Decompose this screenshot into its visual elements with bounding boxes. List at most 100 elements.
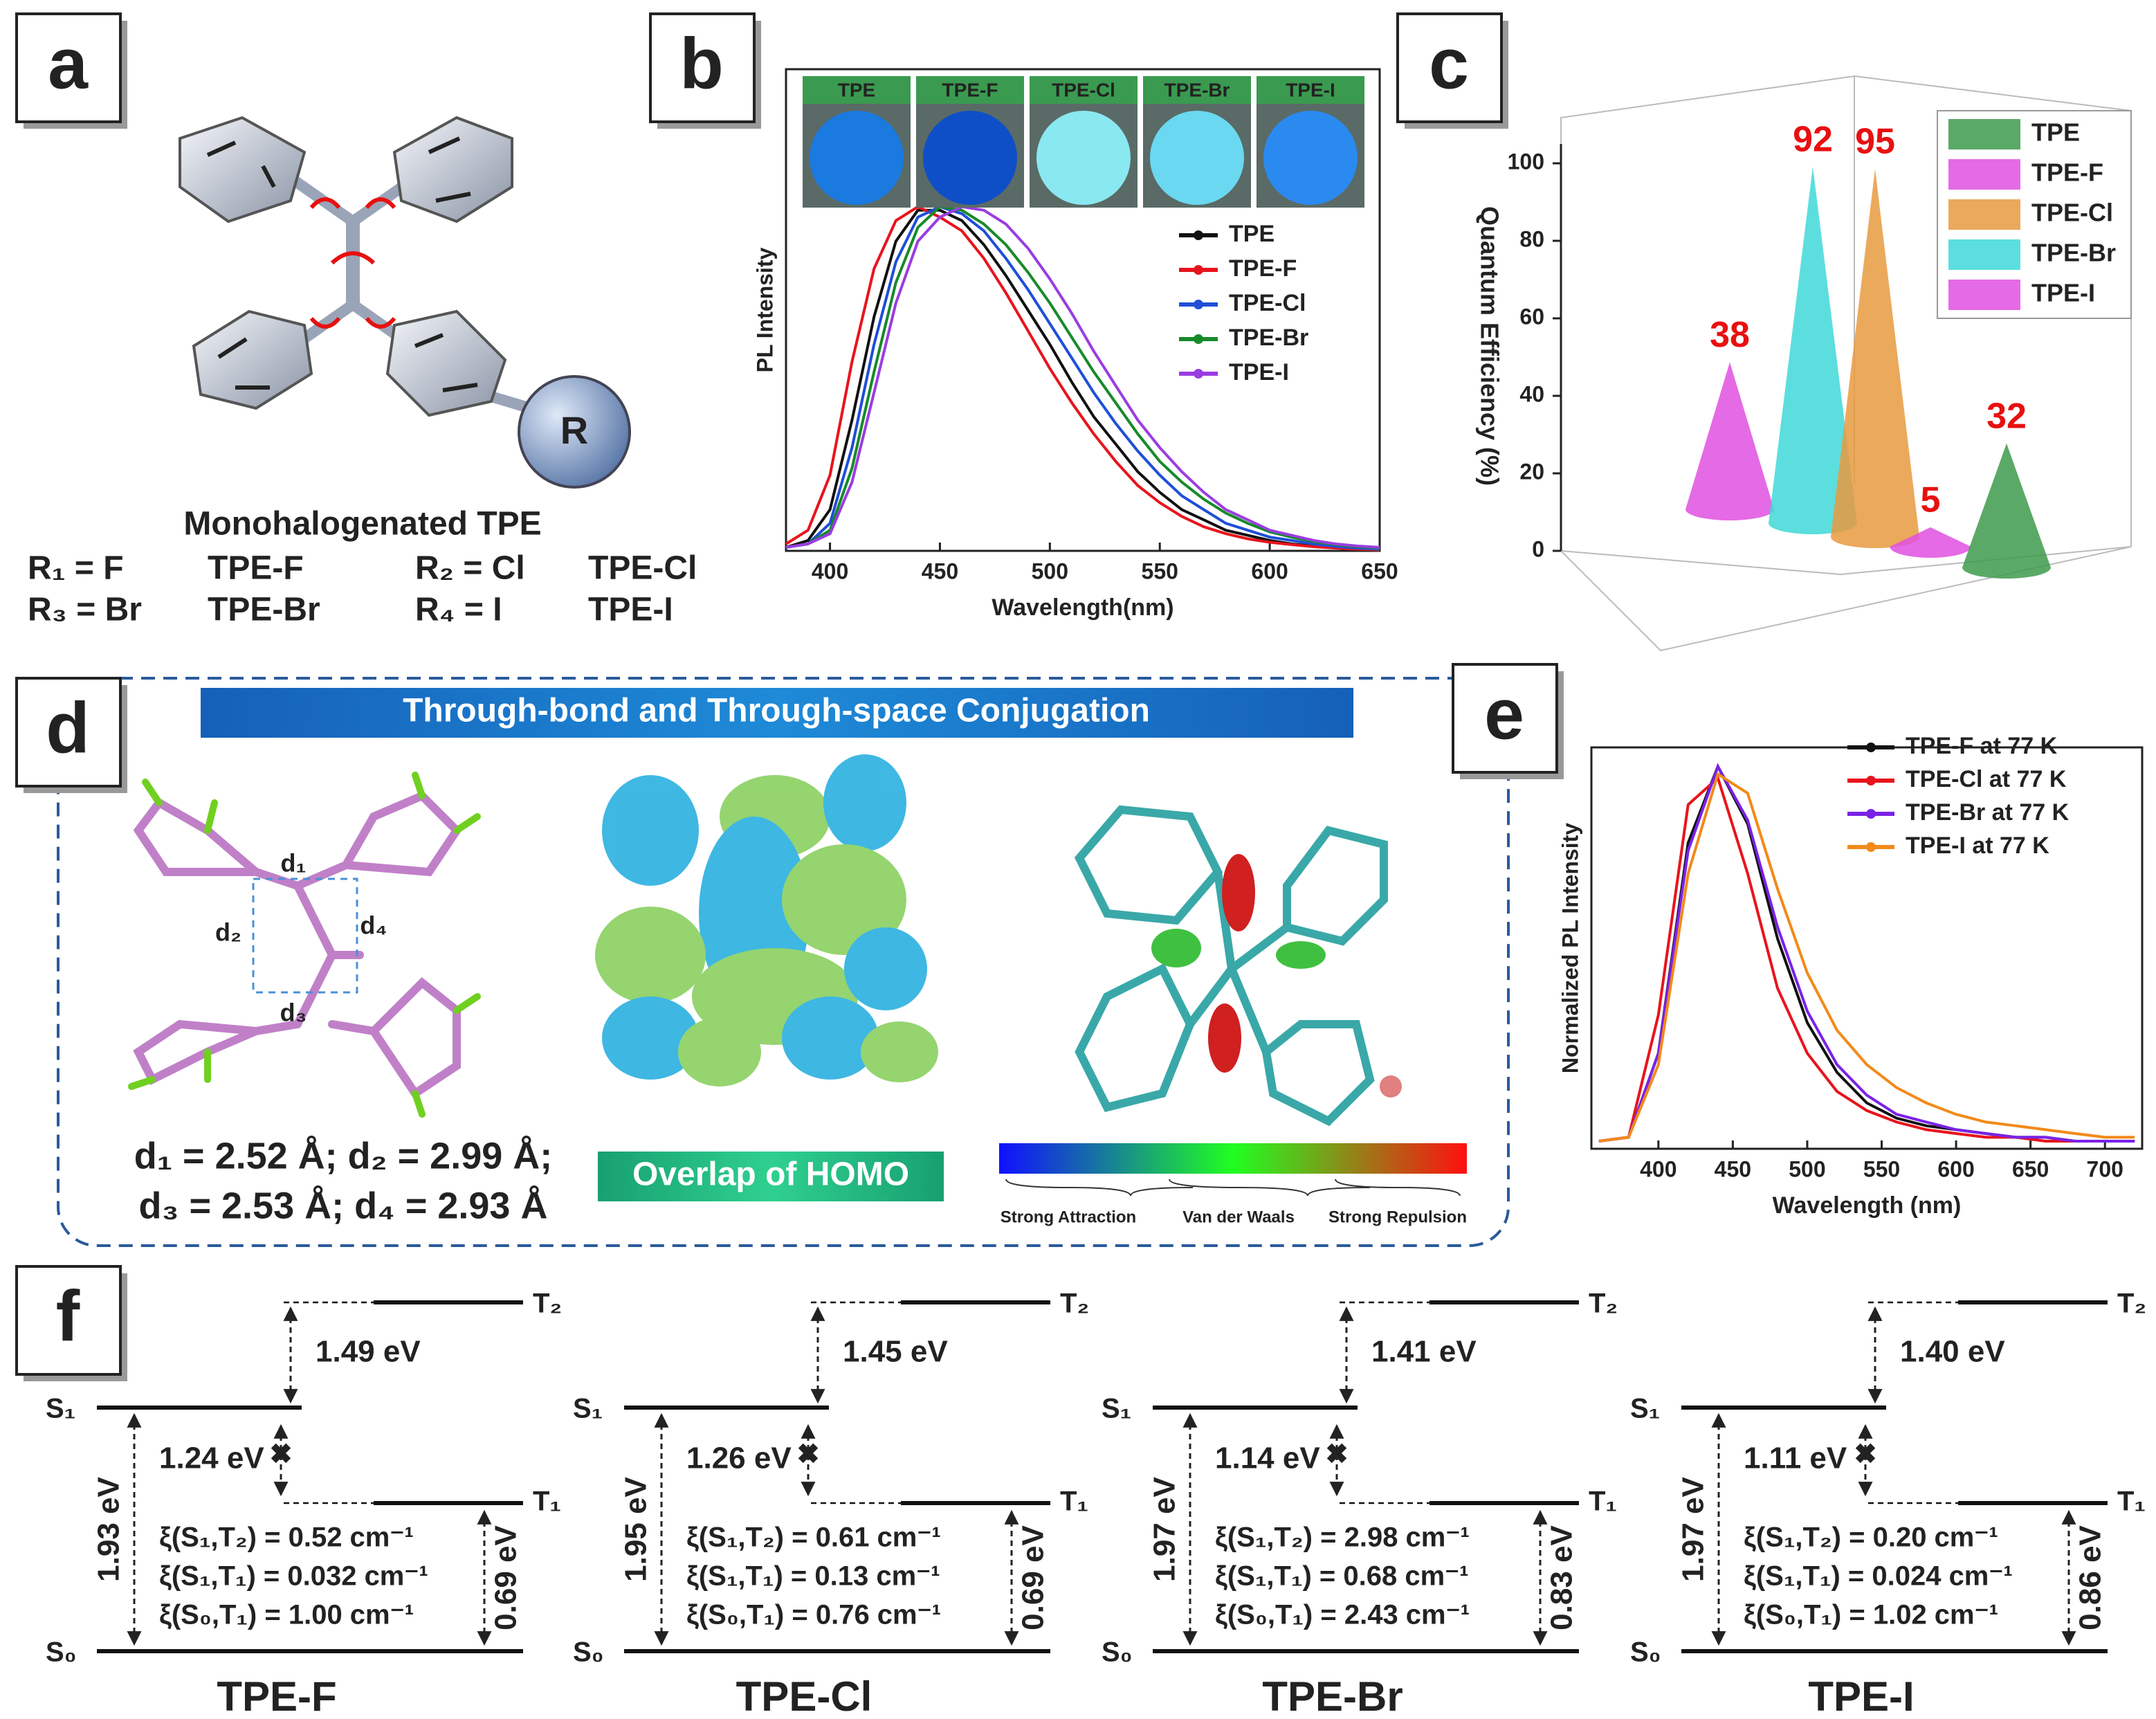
photo-label: TPE-I [1286,79,1335,100]
legend-label: TPE-F [1229,255,1297,282]
data-label: 32 [1986,397,2027,437]
spectrum-line [1598,775,2135,1143]
x-tick-label: 550 [1142,558,1178,583]
soc-value: ξ(S₁,T₁) = 0.68 cm⁻¹ [1215,1561,1469,1592]
legend-marker [1866,776,1876,785]
level-label: T₂ [2117,1289,2146,1319]
panel-label: c [1429,24,1469,104]
panel-label-box [15,677,122,788]
panel-label: b [679,24,724,104]
spectrum-line [785,205,1380,552]
level-label: T₁ [1060,1486,1088,1517]
photo-label: TPE-Cl [1052,79,1115,100]
legend-label: TPE [1229,221,1275,247]
legend-label: TPE-I at 77 K [1906,833,2049,859]
panel-label: f [56,1276,80,1356]
gap-label: 0.86 eV [2074,1525,2108,1630]
y-tick-label: 80 [1519,226,1544,251]
x-tick-label: 500 [1032,558,1068,583]
gap-label: 1.95 eV [619,1477,653,1582]
legend-label: TPE-Br [1229,325,1308,351]
gap-label: 1.14 eV [1215,1441,1320,1475]
level-label: T₂ [1589,1289,1618,1319]
homo-label: Overlap of HOMO [632,1156,909,1193]
x-tick-label: 400 [1640,1156,1677,1181]
soc-value: ξ(S₀,T₁) = 1.02 cm⁻¹ [1744,1600,1998,1630]
legend-marker [1194,369,1203,379]
legend-marker [1194,334,1203,344]
distance-label: d₁ [281,849,307,877]
soc-value: ξ(S₀,T₁) = 0.76 cm⁻¹ [686,1600,941,1630]
legend-swatch [1948,199,2020,230]
photo-header [803,76,911,104]
data-label: 92 [1793,120,1833,160]
soc-value: ξ(S₀,T₁) = 2.43 cm⁻¹ [1215,1600,1470,1630]
photo-header [1030,76,1138,104]
legend-marker [1194,230,1203,240]
level-label: S₁ [1102,1394,1131,1424]
homo-orbitals [595,754,938,1086]
panel-label: a [48,24,89,104]
gap-label: 0.83 eV [1545,1525,1579,1630]
compound-name: TPE-I [1808,1673,1914,1719]
photo-label: TPE-Br [1164,79,1230,100]
spectrum-line [785,205,1380,549]
compound-name: TPE-Cl [736,1673,873,1719]
legend-swatch [1948,159,2020,190]
photo-sample [810,111,904,205]
tpe-stick-model [128,772,481,1118]
legend-marker [1194,265,1203,275]
legend-label: TPE-Br [2031,239,2116,267]
level-label: S₀ [1102,1637,1133,1668]
gap-label: 0.69 eV [489,1525,523,1630]
gap-label: 1.97 eV [1148,1477,1182,1582]
x-tick-label: 450 [1715,1156,1751,1181]
level-label: S₁ [573,1394,603,1424]
panel-a-title: Monohalogenated TPE [183,506,541,543]
x-axis-label: Wavelength (nm) [1773,1192,1962,1219]
compound-name: TPE-Br [1262,1673,1403,1719]
soc-value: ξ(S₁,T₂) = 0.20 cm⁻¹ [1744,1522,1998,1553]
level-label: S₁ [46,1394,75,1424]
legend-label: TPE-Br at 77 K [1906,799,2070,826]
photo-sample [923,111,1017,205]
soc-value: ξ(S₀,T₁) = 1.00 cm⁻¹ [159,1600,414,1630]
soc-value: ξ(S₁,T₁) = 0.024 cm⁻¹ [1744,1561,2013,1592]
substituent-row-text: R₁ = F [28,550,124,587]
gap-label: 1.45 eV [843,1335,948,1369]
colorbar-braces [1005,1179,1461,1197]
data-label: 38 [1710,315,1750,355]
legend-label: TPE-Cl at 77 K [1906,766,2067,792]
photo-sample [1150,111,1244,205]
spectrum-line [1598,763,2135,1143]
gap-label: 1.26 eV [686,1441,792,1475]
y-tick-label: 100 [1508,149,1544,174]
scale-label: Strong Attraction [1001,1208,1136,1226]
y-axis-label: PL Intensity [752,247,777,372]
forbidden-mark: ✖ [1854,1439,1877,1470]
tpe-molecule [179,116,631,489]
legend-marker [1194,300,1203,309]
cone [1962,443,2051,579]
x-tick-label: 450 [922,558,958,583]
distance-values: d₁ = 2.52 Å; d₂ = 2.99 Å; [134,1135,553,1176]
y-axis-label: Normalized PL Intensity [1557,823,1582,1073]
soc-value: ξ(S₁,T₂) = 0.61 cm⁻¹ [686,1522,941,1553]
banner-text: Through-bond and Through-space Conjugati… [403,693,1150,729]
forbidden-mark: ✖ [269,1439,293,1470]
x-tick-label: 500 [1789,1156,1825,1181]
substituent-row-text: TPE-I [588,592,673,628]
data-label: 5 [1921,480,1941,520]
nci-colorbar [999,1143,1467,1174]
photo-label: TPE-F [942,79,998,100]
y-tick-label: 40 [1519,381,1544,406]
nci-model [1074,805,1402,1127]
banner-bg [201,688,1353,738]
y-tick-label: 0 [1532,536,1544,561]
panel-label-box [1452,663,1558,774]
legend-label: TPE-I [2031,279,2095,307]
soc-value: ξ(S₁,T₁) = 0.13 cm⁻¹ [686,1561,940,1592]
photo-header [916,76,1024,104]
y-tick-label: 60 [1519,304,1544,329]
